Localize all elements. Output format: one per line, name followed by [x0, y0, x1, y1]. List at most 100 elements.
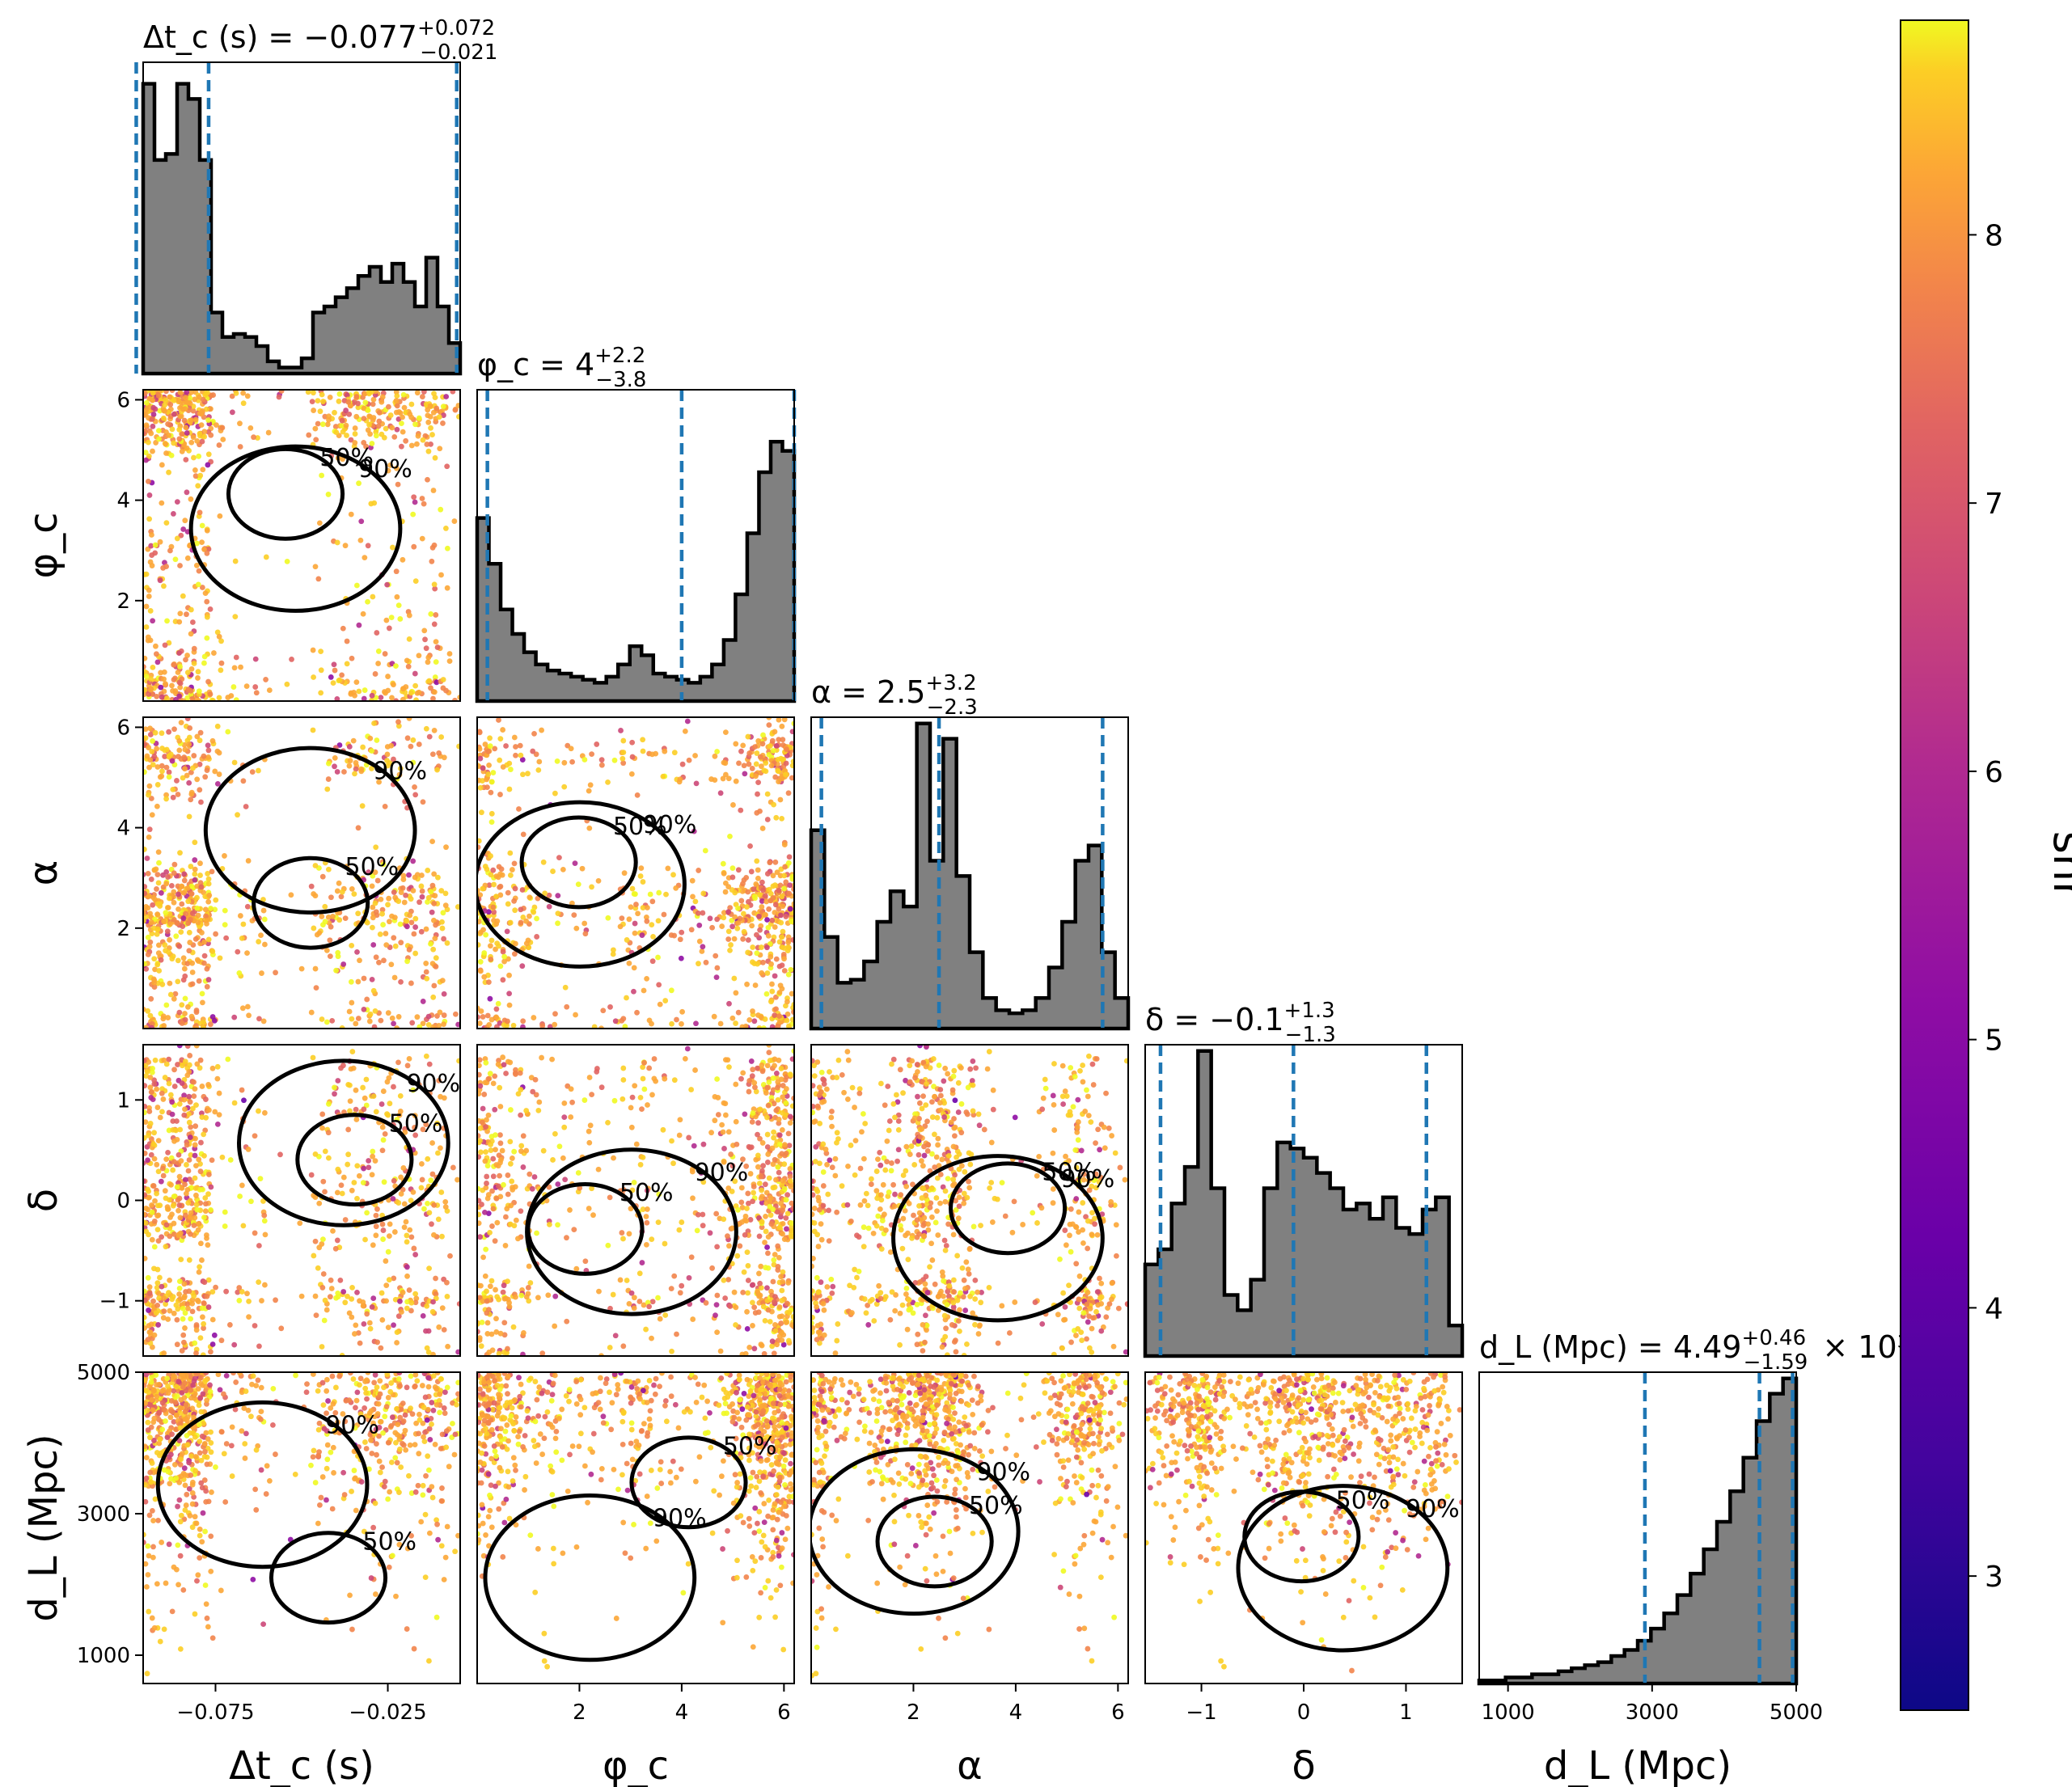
y-axis-label-phic: φ_c	[21, 512, 66, 578]
colorbar: 3 4 5 6 7 8 snr	[1900, 19, 2072, 1711]
x-axis-label-delta: δ	[1292, 1743, 1315, 1787]
scatter-panel-alpha-dl: 50%90%	[810, 1371, 1129, 1684]
scatter-panel-delta-dl: 50% 90%	[1144, 1371, 1463, 1684]
y-tick-label-phic: 4	[116, 489, 130, 513]
contour-label: 90%	[653, 1505, 707, 1533]
x-tick-label-delta: 0	[1297, 1700, 1311, 1725]
contour-50	[519, 815, 638, 910]
colorbar-tick-label: 5	[1985, 1024, 2003, 1058]
y-tick-label-dl: 1000	[77, 1644, 130, 1668]
hist-panel-phic: φ_c = 4+2.2 −3.8	[475, 344, 797, 703]
y-axis-label-alpha: α	[21, 860, 66, 886]
x-tick-label-dl: 1000	[1482, 1700, 1535, 1725]
contour-label: 50%	[723, 1433, 777, 1461]
scatter-panel-phic-dl: 50% 90%	[476, 1371, 795, 1684]
contour-label: 90%	[643, 811, 697, 839]
contour-label: 90%	[695, 1159, 749, 1187]
contour-label: 50%	[389, 1109, 443, 1138]
scatter-panel-alpha-delta: 50%90%	[810, 1044, 1129, 1357]
y-axis-label-delta: δ	[21, 1189, 66, 1212]
y-tick-label-alpha: 4	[116, 817, 130, 841]
colorbar-label: snr	[2044, 831, 2072, 900]
contour-50	[226, 446, 345, 541]
contour-label: 90%	[1406, 1495, 1460, 1523]
contour-label: 90%	[406, 1070, 460, 1098]
colorbar-tick-label: 6	[1985, 756, 2003, 789]
contour-50	[875, 1494, 994, 1589]
contour-label: 50%	[362, 1527, 417, 1556]
contour-90	[525, 1147, 738, 1316]
title-delta: δ = −0.1+1.3 −1.3	[1145, 999, 1336, 1047]
scatter-panel-dtc-delta: 50%90%	[142, 1044, 461, 1357]
y-tick-label-phic: 6	[116, 388, 130, 412]
x-tick-label-dl: 5000	[1770, 1700, 1823, 1725]
colorbar-tick-label: 8	[1985, 219, 2003, 252]
x-tick-label-delta: 1	[1399, 1700, 1413, 1725]
x-tick-label-alpha: 2	[907, 1700, 920, 1725]
x-axis-label-dl: d_L (Mpc)	[1544, 1743, 1732, 1787]
x-axis-label-phic: φ_c	[603, 1743, 669, 1787]
x-tick-label-phic: 2	[573, 1700, 586, 1725]
contour-90	[203, 746, 417, 915]
contour-50	[269, 1531, 388, 1625]
contour-50	[629, 1435, 748, 1530]
contour-label: 90%	[358, 455, 412, 484]
title-phic: φ_c = 4+2.2 −3.8	[477, 344, 646, 392]
histogram-dl	[1477, 1376, 1799, 1686]
scatter-panel-dtc-dl: 50% 90%	[142, 1371, 461, 1684]
contour-label: 90%	[325, 1412, 379, 1440]
x-tick-label-dtc: −0.075	[176, 1700, 254, 1725]
contour-50	[295, 1113, 414, 1207]
x-tick-label-phic: 6	[777, 1700, 791, 1725]
contour-90	[891, 1154, 1105, 1323]
colorbar-tick-label: 4	[1985, 1292, 2003, 1325]
contour-label: 50%	[619, 1179, 674, 1207]
histogram-alpha	[809, 721, 1131, 1031]
x-tick-label-phic: 4	[675, 1700, 689, 1725]
histogram-phic	[475, 440, 797, 703]
scatter-panel-phic-alpha: 50%90%	[476, 716, 795, 1029]
hist-panel-alpha: α = 2.5+3.2 −2.3	[809, 671, 1131, 1031]
hist-panel-delta: δ = −0.1+1.3 −1.3	[1143, 999, 1465, 1358]
title-alpha: α = 2.5+3.2 −2.3	[811, 671, 978, 720]
hist-panel-dtc: Δt_c (s) = −0.077+0.072 −0.021	[134, 16, 497, 376]
title-dtc: Δt_c (s) = −0.077+0.072 −0.021	[143, 16, 497, 65]
x-axis-label-alpha: α	[957, 1743, 983, 1787]
y-tick-label-delta: 1	[116, 1088, 130, 1113]
y-tick-label-alpha: 6	[116, 716, 130, 740]
colorbar-gradient	[1900, 19, 1969, 1711]
colorbar-tick-label: 3	[1985, 1561, 2003, 1594]
y-tick-label-delta: 0	[116, 1189, 130, 1214]
scatter-panel-dtc-phic: 50%90%	[142, 389, 461, 702]
x-axis-label-dtc: Δt_c (s)	[229, 1743, 374, 1787]
contour-label: 50%	[345, 853, 399, 881]
x-tick-label-alpha: 6	[1111, 1700, 1125, 1725]
contour-label: 90%	[976, 1458, 1030, 1486]
hist-panel-dl: d_L (Mpc) = 4.49+0.46 −1.59 × 10³	[1477, 1326, 1909, 1686]
title-dl: d_L (Mpc) = 4.49+0.46 −1.59 × 10³	[1479, 1326, 1909, 1375]
y-tick-label-dl: 3000	[77, 1502, 130, 1527]
y-axis-label-dl: d_L (Mpc)	[21, 1434, 66, 1621]
contour-90	[188, 444, 403, 613]
y-tick-label-phic: 2	[116, 589, 130, 614]
contour-90	[155, 1400, 370, 1569]
x-tick-label-delta: −1	[1186, 1700, 1216, 1725]
scatter-panel-dtc-alpha: 50% 90%	[142, 716, 461, 1029]
x-tick-label-dl: 3000	[1626, 1700, 1679, 1725]
histogram-delta	[1143, 1049, 1465, 1358]
x-tick-label-alpha: 4	[1009, 1700, 1023, 1725]
contour-50	[252, 855, 370, 950]
contour-90	[1236, 1484, 1450, 1653]
y-tick-label-alpha: 2	[116, 917, 130, 941]
x-tick-label-dtc: −0.025	[349, 1700, 426, 1725]
histogram-dtc	[141, 82, 463, 376]
contour-90	[477, 800, 687, 969]
contour-90	[811, 1447, 1021, 1616]
contour-label: 90%	[373, 757, 427, 785]
contour-label: 50%	[1042, 1159, 1096, 1187]
y-tick-label-dl: 5000	[77, 1361, 130, 1385]
scatter-panel-phic-delta: 50% 90%	[476, 1044, 795, 1357]
contour-90	[236, 1058, 450, 1227]
contour-50	[949, 1161, 1068, 1256]
